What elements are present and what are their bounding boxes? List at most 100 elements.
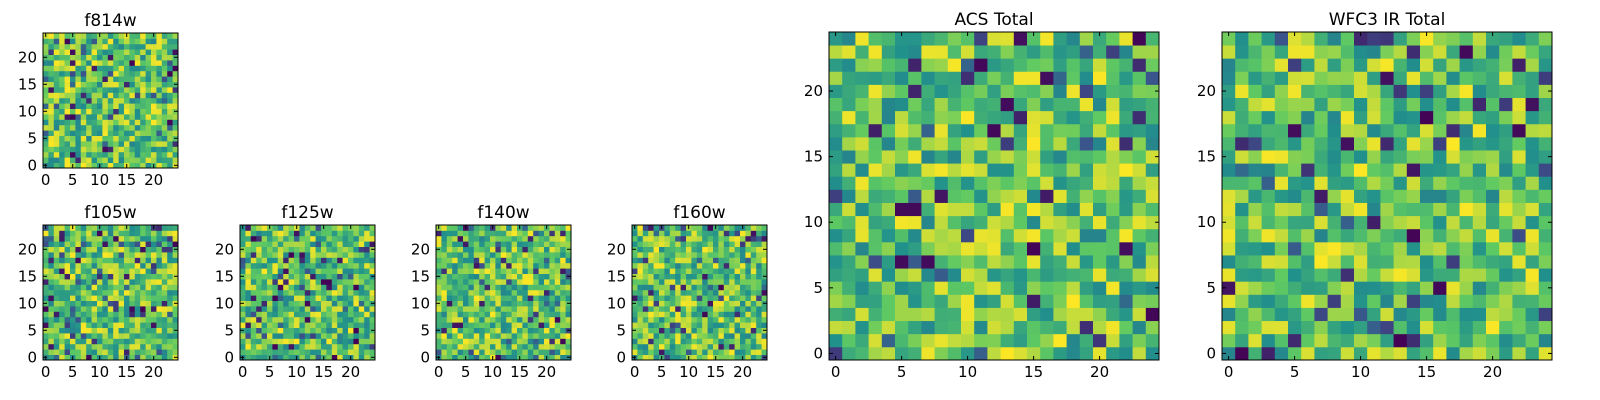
heatmap-cell <box>718 279 725 285</box>
heatmap-cell <box>691 273 698 280</box>
heatmap-cell <box>457 235 464 242</box>
heatmap-cell <box>272 230 279 237</box>
heatmap-cell <box>91 257 98 264</box>
heatmap-cell <box>140 81 146 88</box>
heatmap-cell <box>473 235 480 242</box>
heatmap-cell <box>511 322 518 328</box>
heatmap-cell <box>245 311 252 318</box>
heatmap-cell <box>522 225 529 231</box>
heatmap-cell <box>560 252 566 258</box>
heatmap-cell <box>256 279 262 285</box>
heatmap-cell <box>1145 202 1160 217</box>
heatmap-cell <box>161 54 168 61</box>
heatmap-cell <box>1040 58 1054 72</box>
heatmap-cell <box>151 135 157 142</box>
heatmap-cell <box>140 284 146 291</box>
heatmap-cell <box>129 162 136 169</box>
heatmap-cell <box>1459 97 1474 112</box>
heatmap-cell <box>315 241 322 247</box>
heatmap-cell <box>1301 241 1315 256</box>
heatmap-cell <box>718 225 725 231</box>
heatmap-cell <box>53 289 60 296</box>
heatmap-cell <box>1367 136 1381 151</box>
heatmap-cell <box>554 354 561 361</box>
heatmap-cell <box>680 268 687 274</box>
heatmap-cell <box>947 163 962 177</box>
heatmap-cell <box>151 327 157 334</box>
heatmap-cell <box>1433 346 1447 361</box>
heatmap-cell <box>934 333 949 348</box>
heatmap-cell <box>855 320 869 335</box>
heatmap-cell <box>500 246 507 253</box>
heatmap-cell <box>75 225 82 231</box>
heatmap-cell <box>642 235 649 242</box>
heatmap-cell <box>337 327 343 334</box>
heatmap-cell <box>91 322 98 328</box>
heatmap-cell <box>538 262 545 269</box>
heatmap-cell <box>326 230 333 237</box>
heatmap-cell <box>729 225 735 231</box>
heatmap-cell <box>261 349 268 355</box>
heatmap-cell <box>64 327 71 334</box>
heatmap-cell <box>172 65 179 72</box>
heatmap-cell <box>921 241 935 256</box>
heatmap-cell <box>277 257 284 264</box>
heatmap-cell <box>1314 294 1328 308</box>
heatmap-cell <box>452 354 458 361</box>
heatmap-cell <box>1235 281 1249 295</box>
heatmap-cell <box>156 333 163 339</box>
heatmap-cell <box>1079 255 1094 269</box>
heatmap-cell <box>1433 215 1447 230</box>
heatmap-cell <box>1446 320 1460 335</box>
heatmap-cell <box>167 157 173 163</box>
heatmap-cell <box>124 338 130 345</box>
heatmap-cell <box>294 262 300 269</box>
heatmap-cell <box>102 65 109 72</box>
heatmap-cell <box>113 54 119 61</box>
heatmap-cell <box>761 338 768 345</box>
heatmap-cell <box>70 108 76 115</box>
heatmap-cell <box>337 252 343 258</box>
heatmap-cell <box>75 33 82 39</box>
heatmap-cell <box>565 295 572 301</box>
heatmap-cell <box>294 246 300 253</box>
heatmap-cell <box>161 311 168 318</box>
heatmap-cell <box>511 311 518 318</box>
heatmap-cell <box>70 241 76 247</box>
heatmap-cell <box>172 97 179 104</box>
heatmap-cell <box>490 311 496 318</box>
heatmap-cell <box>452 311 458 318</box>
heatmap-cell <box>1367 255 1381 269</box>
heatmap-cell <box>172 289 179 296</box>
heatmap-cell <box>75 349 82 355</box>
heatmap-cell <box>533 333 539 339</box>
heatmap-cell <box>1512 97 1526 112</box>
heatmap-cell <box>1145 228 1160 243</box>
heatmap-cell <box>294 273 300 280</box>
heatmap-cell <box>669 279 676 285</box>
heatmap-cell <box>348 300 354 307</box>
heatmap-cell <box>315 343 322 350</box>
heatmap-cell <box>353 257 360 264</box>
heatmap-cell <box>565 241 572 247</box>
heatmap-cell <box>43 333 49 339</box>
heatmap-cell <box>156 235 163 242</box>
heatmap-cell <box>1145 45 1160 59</box>
heatmap-cell <box>895 346 909 361</box>
heatmap-cell <box>64 92 71 99</box>
heatmap-cell <box>517 300 523 307</box>
heatmap-cell <box>43 60 49 66</box>
heatmap-cell <box>267 241 273 247</box>
heatmap-cell <box>277 284 284 291</box>
heatmap-cell <box>632 311 638 318</box>
heatmap-cell <box>97 141 103 147</box>
heatmap-cell <box>729 252 735 258</box>
heatmap-cell <box>653 262 660 269</box>
heatmap-cell <box>161 316 168 323</box>
heatmap-cell <box>829 307 843 322</box>
heatmap-cell <box>369 225 376 231</box>
heatmap-cell <box>156 54 163 61</box>
heatmap-cell <box>1327 202 1342 217</box>
heatmap-cell <box>75 119 82 126</box>
heatmap-cell <box>707 327 714 334</box>
